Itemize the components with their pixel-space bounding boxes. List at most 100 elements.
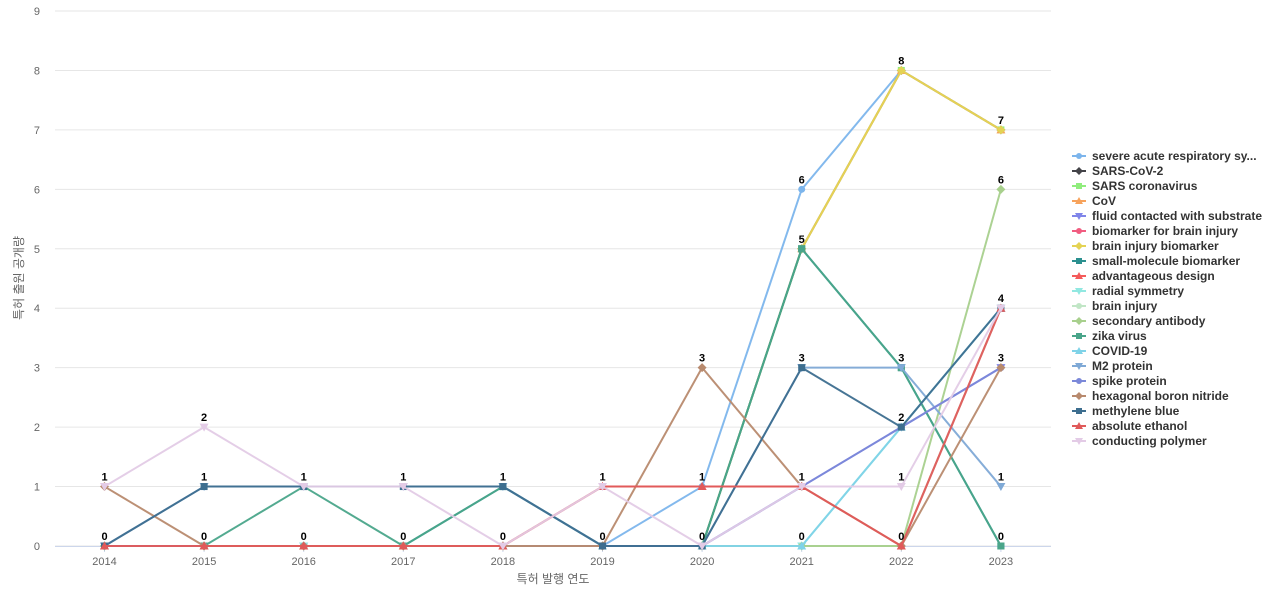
- y-tick-label: 2: [34, 422, 40, 434]
- legend-marker: [1076, 378, 1082, 384]
- x-tick-label: 2017: [391, 556, 415, 568]
- legend-marker: [1075, 363, 1083, 370]
- legend-label: SARS coronavirus: [1092, 179, 1198, 193]
- legend-marker: [1075, 272, 1083, 279]
- y-axis-title: 특허 출원 공개량: [12, 236, 26, 320]
- data-point: [798, 364, 806, 372]
- x-tick-label: 2023: [989, 556, 1013, 568]
- data-label: 3: [699, 353, 705, 365]
- legend-item: secondary antibody: [1072, 314, 1206, 328]
- legend-item: zika virus: [1072, 329, 1147, 343]
- data-label: 0: [799, 531, 805, 543]
- data-label: 2: [201, 412, 207, 424]
- data-label: 0: [201, 531, 207, 543]
- data-label: 1: [301, 472, 307, 484]
- data-label: 0: [500, 531, 506, 543]
- data-point: [697, 482, 707, 491]
- legend-marker: [1075, 422, 1083, 429]
- data-point: [498, 542, 508, 551]
- y-tick-label: 8: [34, 65, 40, 77]
- legend-label: spike protein: [1092, 374, 1167, 388]
- data-label: 6: [799, 174, 805, 186]
- series-15: [101, 364, 1005, 550]
- data-point: [697, 363, 707, 373]
- data-point: [199, 423, 209, 432]
- legend-item: M2 protein: [1072, 359, 1153, 373]
- legend-label: absolute ethanol: [1092, 419, 1187, 433]
- series-19: [100, 304, 1006, 551]
- legend-item: CoV: [1072, 194, 1116, 208]
- data-point: [896, 483, 906, 492]
- legend-item: COVID-19: [1072, 344, 1148, 358]
- data-point: [798, 185, 806, 193]
- y-tick-label: 0: [34, 541, 40, 553]
- data-point: [996, 483, 1006, 492]
- data-point: [797, 483, 807, 492]
- legend-label: zika virus: [1092, 329, 1147, 343]
- legend-item: absolute ethanol: [1072, 419, 1187, 433]
- data-point: [996, 125, 1006, 135]
- legend-item: methylene blue: [1072, 404, 1180, 418]
- data-label: 0: [101, 531, 107, 543]
- data-label: 1: [699, 472, 705, 484]
- data-label: 1: [400, 472, 406, 484]
- legend-label: conducting polymer: [1092, 434, 1207, 448]
- legend-marker: [1076, 408, 1082, 414]
- legend-label: hexagonal boron nitride: [1092, 389, 1229, 403]
- legend-item: conducting polymer: [1072, 434, 1207, 448]
- data-label-layer: 1 0 2 1 0 1 0 1 0 1 0 1 0 3 1 0 6 5 3 1 0 8 3 2 1 0 7 6 4 3 1 0: [101, 55, 1004, 543]
- data-point: [697, 542, 707, 551]
- series-14: [100, 364, 1006, 551]
- y-tick-label: 3: [34, 363, 40, 375]
- legend-marker: [1075, 197, 1083, 204]
- data-point: [797, 541, 807, 550]
- x-tick-label: 2018: [491, 556, 515, 568]
- series-line: [103, 366, 1002, 547]
- data-label: 5: [799, 234, 805, 246]
- data-point: [996, 304, 1006, 313]
- legend-marker: [1075, 317, 1083, 325]
- legend-label: M2 protein: [1092, 359, 1153, 373]
- data-label: 1: [998, 472, 1004, 484]
- legend-label: brain injury biomarker: [1092, 239, 1219, 253]
- data-point: [997, 542, 1005, 550]
- legend-marker: [1076, 228, 1082, 234]
- data-label: 1: [599, 472, 605, 484]
- y-tick-label: 1: [34, 482, 40, 494]
- legend-marker: [1076, 153, 1082, 159]
- legend-item: radial symmetry: [1072, 284, 1184, 298]
- x-tick-label: 2021: [789, 556, 813, 568]
- data-point: [996, 363, 1006, 373]
- data-label: 4: [998, 293, 1005, 305]
- legend: severe acute respiratory sy...SARS-CoV-2…: [1072, 149, 1262, 448]
- data-label: 1: [101, 472, 107, 484]
- data-point: [897, 423, 905, 431]
- series-line: [103, 366, 1002, 547]
- data-point: [598, 483, 607, 492]
- data-point: [896, 65, 906, 75]
- data-label: 0: [599, 531, 605, 543]
- data-label: 3: [898, 353, 904, 365]
- legend-marker: [1075, 347, 1083, 354]
- legend-item: fluid contacted with substrate: [1072, 209, 1262, 223]
- y-tick-label: 4: [34, 303, 40, 315]
- legend-label: secondary antibody: [1092, 314, 1206, 328]
- data-point: [499, 483, 507, 491]
- x-tick-label: 2014: [92, 556, 116, 568]
- legend-marker: [1075, 438, 1083, 445]
- series-line: [103, 247, 1002, 547]
- data-point: [896, 364, 906, 373]
- data-point: [798, 245, 806, 253]
- legend-label: advantageous design: [1092, 269, 1215, 283]
- legend-marker: [1076, 183, 1082, 189]
- data-label: 8: [898, 55, 904, 67]
- legend-item: biomarker for brain injury: [1072, 224, 1238, 238]
- legend-marker: [1076, 258, 1082, 264]
- data-point: [398, 483, 408, 492]
- legend-item: SARS coronavirus: [1072, 179, 1198, 193]
- data-label: 3: [998, 353, 1004, 365]
- legend-label: fluid contacted with substrate: [1092, 209, 1262, 223]
- y-tick-label: 5: [34, 244, 40, 256]
- legend-item: severe acute respiratory sy...: [1072, 149, 1257, 163]
